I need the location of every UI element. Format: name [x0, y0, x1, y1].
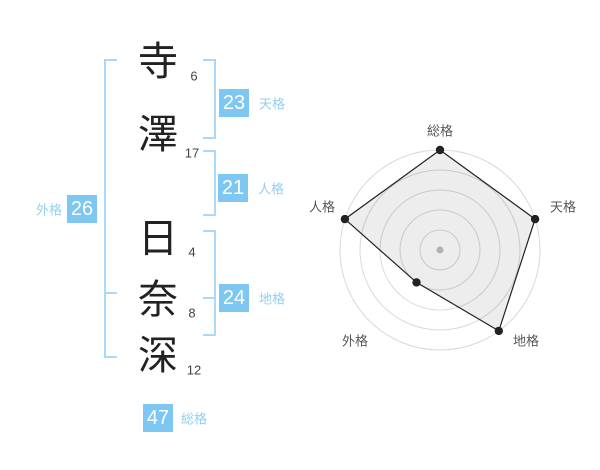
gaikaku-value-badge: 26 — [67, 195, 97, 223]
radar-point-gaikaku — [412, 278, 421, 287]
chikaku-label: 地格 — [258, 291, 286, 307]
tenkaku-label: 天格 — [258, 96, 286, 112]
chikaku-bracket-tick-top — [203, 230, 214, 232]
stroke-count-5: 12 — [186, 362, 202, 378]
chikaku-value-badge: 24 — [219, 284, 249, 312]
jinkaku-bracket-tick-top — [203, 150, 214, 152]
tenkaku-value-badge: 23 — [219, 89, 249, 117]
tenkaku-bracket-tick-top — [203, 59, 214, 61]
name-char-5: 深 — [138, 334, 178, 378]
chikaku-bracket-tick-mid — [203, 297, 214, 299]
gaikaku-bracket-line — [104, 59, 106, 358]
stroke-count-4: 8 — [188, 305, 196, 321]
gaikaku-label: 外格 — [35, 202, 63, 218]
chikaku-bracket-tick-bottom — [203, 334, 214, 336]
radar-point-chikaku — [494, 326, 503, 336]
gaikaku-bracket-tick-bottom — [106, 356, 117, 358]
radar-axis-label-soukaku: 総格 — [427, 124, 453, 139]
radar-axis-label-jinkaku: 人格 — [309, 200, 335, 215]
radar-ring-1 — [419, 229, 461, 271]
jinkaku-bracket-line — [214, 150, 216, 216]
tenkaku-bracket-tick-bottom — [203, 137, 214, 139]
jinkaku-value-badge: 21 — [218, 174, 248, 202]
radar-point-tenkaku — [530, 214, 540, 224]
soukaku-label: 総格 — [180, 411, 208, 427]
gaikaku-bracket-tick-top — [106, 59, 117, 61]
tenkaku-bracket-line — [214, 59, 216, 139]
name-char-4: 奈 — [138, 278, 178, 322]
name-char-3: 日 — [138, 217, 178, 261]
stroke-count-3: 4 — [188, 244, 196, 260]
name-char-2: 澤 — [138, 113, 178, 157]
radar-ring-2 — [399, 209, 481, 291]
radar-axis-label-chikaku: 地格 — [513, 334, 539, 349]
radar-point-jinkaku — [340, 214, 350, 224]
radar-axis-label-gaikaku: 外格 — [342, 334, 368, 349]
name-char-1: 寺 — [138, 40, 178, 84]
stroke-count-2: 17 — [184, 145, 200, 161]
jinkaku-bracket-tick-bottom — [203, 214, 214, 216]
gaikaku-bracket-tick-mid — [106, 292, 117, 294]
radar-ring-4 — [359, 169, 521, 331]
chikaku-bracket-line — [214, 230, 216, 336]
radar-point-soukaku — [435, 145, 445, 155]
radar-value-polygon — [343, 149, 536, 332]
jinkaku-label: 人格 — [257, 181, 285, 197]
soukaku-value-badge: 47 — [143, 404, 173, 432]
radar-axis-label-tenkaku: 天格 — [550, 200, 576, 215]
stroke-count-1: 6 — [190, 68, 198, 84]
radar-center-dot — [436, 246, 444, 254]
